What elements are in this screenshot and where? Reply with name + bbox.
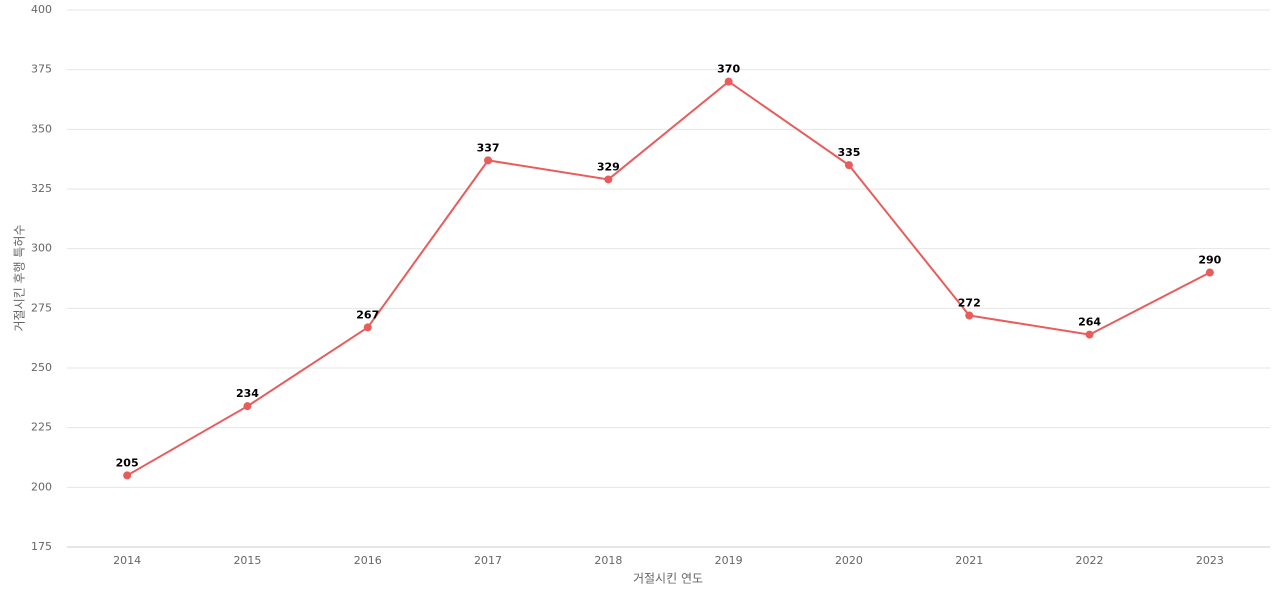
point bbox=[1205, 268, 1214, 277]
value-label: 267 bbox=[356, 308, 379, 321]
value-label: 264 bbox=[1078, 316, 1101, 329]
y-tick-label: 400 bbox=[31, 3, 52, 16]
x-tick-label: 2016 bbox=[354, 554, 382, 567]
x-axis-label: 거절시킨 연도 bbox=[633, 572, 703, 586]
y-tick-label: 350 bbox=[31, 122, 52, 135]
point bbox=[363, 323, 372, 332]
x-tick-label: 2018 bbox=[594, 554, 622, 567]
value-label: 329 bbox=[597, 160, 620, 173]
value-label: 370 bbox=[717, 63, 740, 76]
point bbox=[243, 402, 252, 411]
x-tick-label: 2022 bbox=[1076, 554, 1104, 567]
y-tick-label: 225 bbox=[31, 421, 52, 434]
point bbox=[123, 471, 132, 480]
y-tick-label: 375 bbox=[31, 63, 52, 76]
point bbox=[724, 77, 733, 86]
x-tick-label: 2014 bbox=[113, 554, 141, 567]
x-tick-label: 2020 bbox=[835, 554, 863, 567]
value-label: 205 bbox=[116, 456, 139, 469]
y-axis-label: 거절시킨 후행 특허수 bbox=[12, 225, 27, 332]
point bbox=[484, 156, 493, 165]
y-tick-label: 300 bbox=[31, 242, 52, 255]
y-tick-label: 275 bbox=[31, 301, 52, 314]
point bbox=[844, 161, 853, 170]
value-label: 335 bbox=[837, 146, 860, 159]
point bbox=[604, 175, 613, 184]
value-label: 234 bbox=[236, 387, 259, 400]
x-tick-label: 2015 bbox=[233, 554, 261, 567]
value-label: 290 bbox=[1198, 254, 1221, 267]
y-tick-label: 325 bbox=[31, 182, 52, 195]
x-tick-label: 2023 bbox=[1196, 554, 1224, 567]
x-tick-label: 2017 bbox=[474, 554, 502, 567]
y-tick-label: 250 bbox=[31, 361, 52, 374]
x-tick-label: 2019 bbox=[715, 554, 743, 567]
value-label: 337 bbox=[477, 141, 500, 154]
point bbox=[965, 311, 974, 320]
value-label: 272 bbox=[958, 296, 981, 309]
x-tick-label: 2021 bbox=[955, 554, 983, 567]
line bbox=[126, 80, 1211, 477]
y-tick-label: 175 bbox=[31, 540, 52, 553]
point bbox=[1085, 330, 1094, 339]
y-tick-label: 200 bbox=[31, 480, 52, 493]
